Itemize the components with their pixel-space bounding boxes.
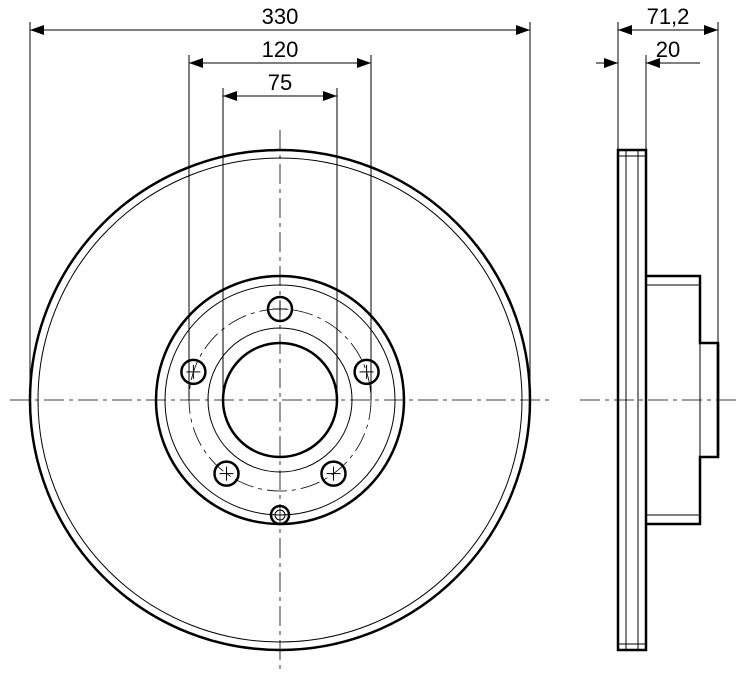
outer-chamfer	[38, 158, 522, 642]
dim-20: 20	[596, 37, 700, 150]
technical-drawing: 330 120 75 71,2	[0, 0, 743, 688]
dim-label: 20	[656, 37, 680, 62]
dim-label: 330	[262, 4, 299, 29]
dim-label: 75	[268, 70, 292, 95]
dim-label: 120	[262, 37, 299, 62]
dim-label: 71,2	[647, 4, 690, 29]
front-view	[10, 130, 550, 670]
side-view	[580, 150, 740, 650]
